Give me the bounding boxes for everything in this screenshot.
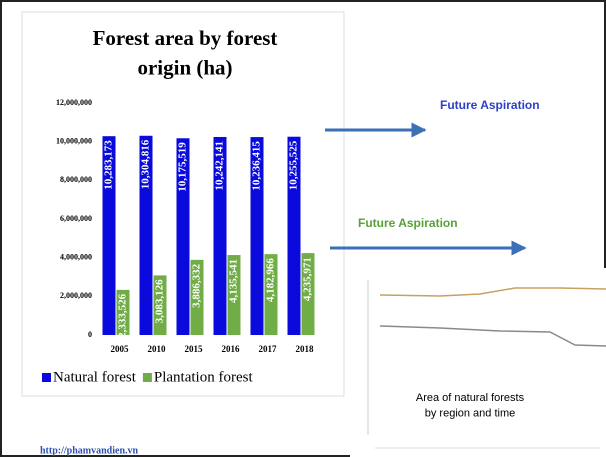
x-tick-label: 2018 — [296, 344, 315, 354]
bar — [153, 275, 167, 335]
data-label: 10,283,173 — [103, 140, 115, 190]
bar — [227, 255, 241, 335]
y-tick-label: 4,000,000 — [60, 252, 92, 261]
x-tick-label: 2017 — [259, 344, 278, 354]
source-link: http://phamvandien.vn — [40, 445, 139, 456]
data-label: 4,235,971 — [302, 257, 314, 301]
x-tick-label: 2016 — [222, 344, 241, 354]
x-tick-label: 2010 — [148, 344, 167, 354]
chart-title: Forest area by forest origin (ha) — [93, 26, 278, 79]
legend-swatch — [142, 373, 152, 382]
bar — [287, 136, 301, 335]
inset-chart — [350, 268, 606, 457]
inset-bg — [350, 268, 606, 457]
y-tick-label: 10,000,000 — [56, 136, 92, 145]
bar — [102, 136, 116, 335]
data-label: 10,175,519 — [177, 142, 189, 192]
data-label: 10,255,525 — [288, 140, 300, 190]
data-label: 3,886,332 — [191, 263, 203, 308]
data-label: 10,304,816 — [140, 139, 152, 189]
bar — [213, 136, 227, 335]
y-tick-label: 2,000,000 — [60, 291, 92, 300]
bar — [250, 137, 264, 335]
y-tick-label: 6,000,000 — [60, 214, 92, 223]
bar — [176, 138, 190, 335]
x-tick-label: 2015 — [185, 344, 204, 354]
bar — [264, 254, 278, 335]
bar — [116, 289, 130, 335]
legend-label: Natural forest — [53, 369, 137, 385]
bar — [139, 135, 153, 335]
x-tick-label: 2005 — [111, 344, 130, 354]
data-label: 10,236,415 — [251, 141, 263, 191]
y-tick-label: 8,000,000 — [60, 175, 92, 184]
bar — [301, 253, 315, 335]
y-tick-label: 0 — [88, 330, 92, 339]
inset-line — [379, 325, 606, 347]
inset-line — [379, 287, 606, 297]
data-label: 4,182,966 — [265, 258, 277, 303]
data-label: 3,083,126 — [154, 279, 166, 324]
data-label: 10,242,141 — [214, 141, 226, 191]
annotation: Future Aspiration — [358, 216, 458, 230]
legend-label: Plantation forest — [154, 369, 254, 385]
bar — [190, 259, 204, 335]
data-label: 4,135,541 — [228, 259, 240, 303]
legend-swatch — [42, 373, 51, 382]
y-tick-label: 12,000,000 — [56, 98, 92, 107]
data-label: 2,333,526 — [117, 293, 129, 338]
annotation: Future Aspiration — [440, 98, 540, 112]
inset-caption: Area of natural forests by region and tim… — [416, 392, 525, 419]
